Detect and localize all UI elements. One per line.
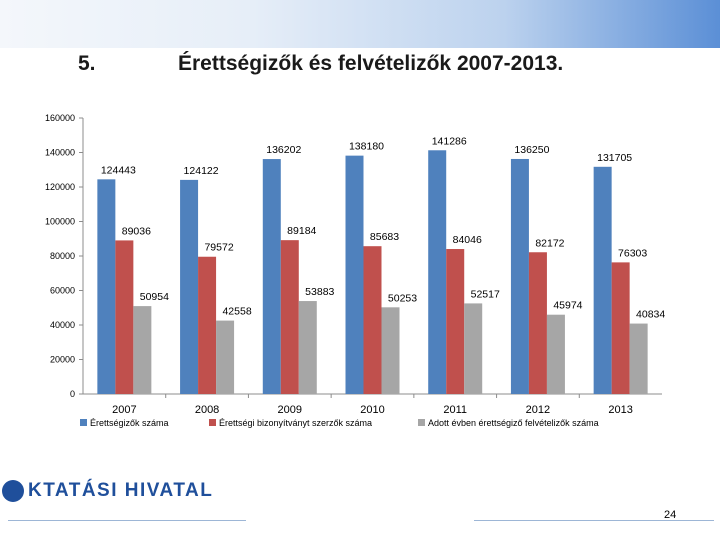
data-label: 138180 (349, 141, 384, 153)
data-label: 136250 (514, 144, 549, 156)
data-label: 79572 (204, 242, 233, 254)
y-tick-label: 140000 (45, 148, 75, 158)
bar (629, 323, 648, 394)
bar (428, 150, 447, 394)
x-tick-label: 2010 (360, 404, 384, 416)
bar (298, 301, 317, 394)
legend-swatch (209, 419, 216, 426)
y-tick-label: 100000 (45, 217, 75, 227)
bar (216, 320, 235, 394)
data-label: 50253 (388, 292, 417, 304)
bar (446, 249, 465, 394)
data-label: 52517 (471, 288, 500, 300)
data-label: 131705 (597, 152, 632, 164)
bar (611, 262, 630, 394)
legend-label: Adott évben érettségiző felvételizők szá… (428, 418, 599, 428)
footer-rule-left (8, 520, 246, 521)
bar (262, 159, 281, 394)
x-tick-label: 2009 (278, 404, 302, 416)
bar (510, 158, 529, 394)
y-tick-label: 20000 (50, 355, 75, 365)
bar (593, 166, 612, 394)
page-number: 24 (664, 509, 677, 521)
bar (97, 179, 116, 394)
data-label: 82172 (535, 237, 564, 249)
data-label: 89184 (287, 225, 316, 237)
bar (180, 179, 199, 394)
data-label: 45974 (553, 300, 582, 312)
bar (381, 307, 400, 394)
y-tick-label: 160000 (45, 113, 75, 123)
bar (133, 306, 152, 394)
slide-number: 5. (78, 52, 96, 75)
bar (546, 314, 565, 394)
y-tick-label: 60000 (50, 286, 75, 296)
x-tick-label: 2008 (195, 404, 219, 416)
x-tick-label: 2007 (112, 404, 136, 416)
bar (280, 240, 299, 394)
y-tick-label: 0 (70, 389, 75, 399)
logo-text: KTATÁSI HIVATAL (28, 480, 214, 501)
data-label: 40834 (636, 309, 665, 321)
x-tick-label: 2011 (443, 404, 467, 416)
data-label: 124443 (101, 164, 136, 176)
y-tick-label: 40000 (50, 320, 75, 330)
x-tick-label: 2012 (526, 404, 550, 416)
y-tick-label: 80000 (50, 251, 75, 261)
data-label: 53883 (305, 286, 334, 298)
bar (363, 246, 382, 394)
legend-swatch (418, 419, 425, 426)
legend-label: Érettségizők száma (90, 418, 169, 428)
header-band (0, 0, 720, 48)
bar (198, 256, 217, 394)
bar (115, 240, 134, 394)
data-label: 85683 (370, 231, 399, 243)
bar (528, 252, 547, 394)
y-tick-label: 120000 (45, 182, 75, 192)
footer-rule-right (474, 520, 714, 521)
x-tick-label: 2013 (608, 404, 632, 416)
data-label: 76303 (618, 247, 647, 259)
data-label: 136202 (266, 144, 301, 156)
slide-title: Érettségizők és felvételizők 2007-2013. (178, 52, 564, 75)
data-label: 42558 (222, 306, 251, 318)
bar (345, 155, 364, 394)
data-label: 84046 (453, 234, 482, 246)
legend-swatch (80, 419, 87, 426)
data-label: 50954 (140, 291, 169, 303)
legend-label: Érettségi bizonyítványt szerzők száma (219, 418, 372, 428)
data-label: 141286 (432, 135, 467, 147)
logo-icon (2, 480, 24, 502)
bar (464, 303, 483, 394)
data-label: 124122 (184, 165, 219, 177)
data-label: 89036 (122, 225, 151, 237)
